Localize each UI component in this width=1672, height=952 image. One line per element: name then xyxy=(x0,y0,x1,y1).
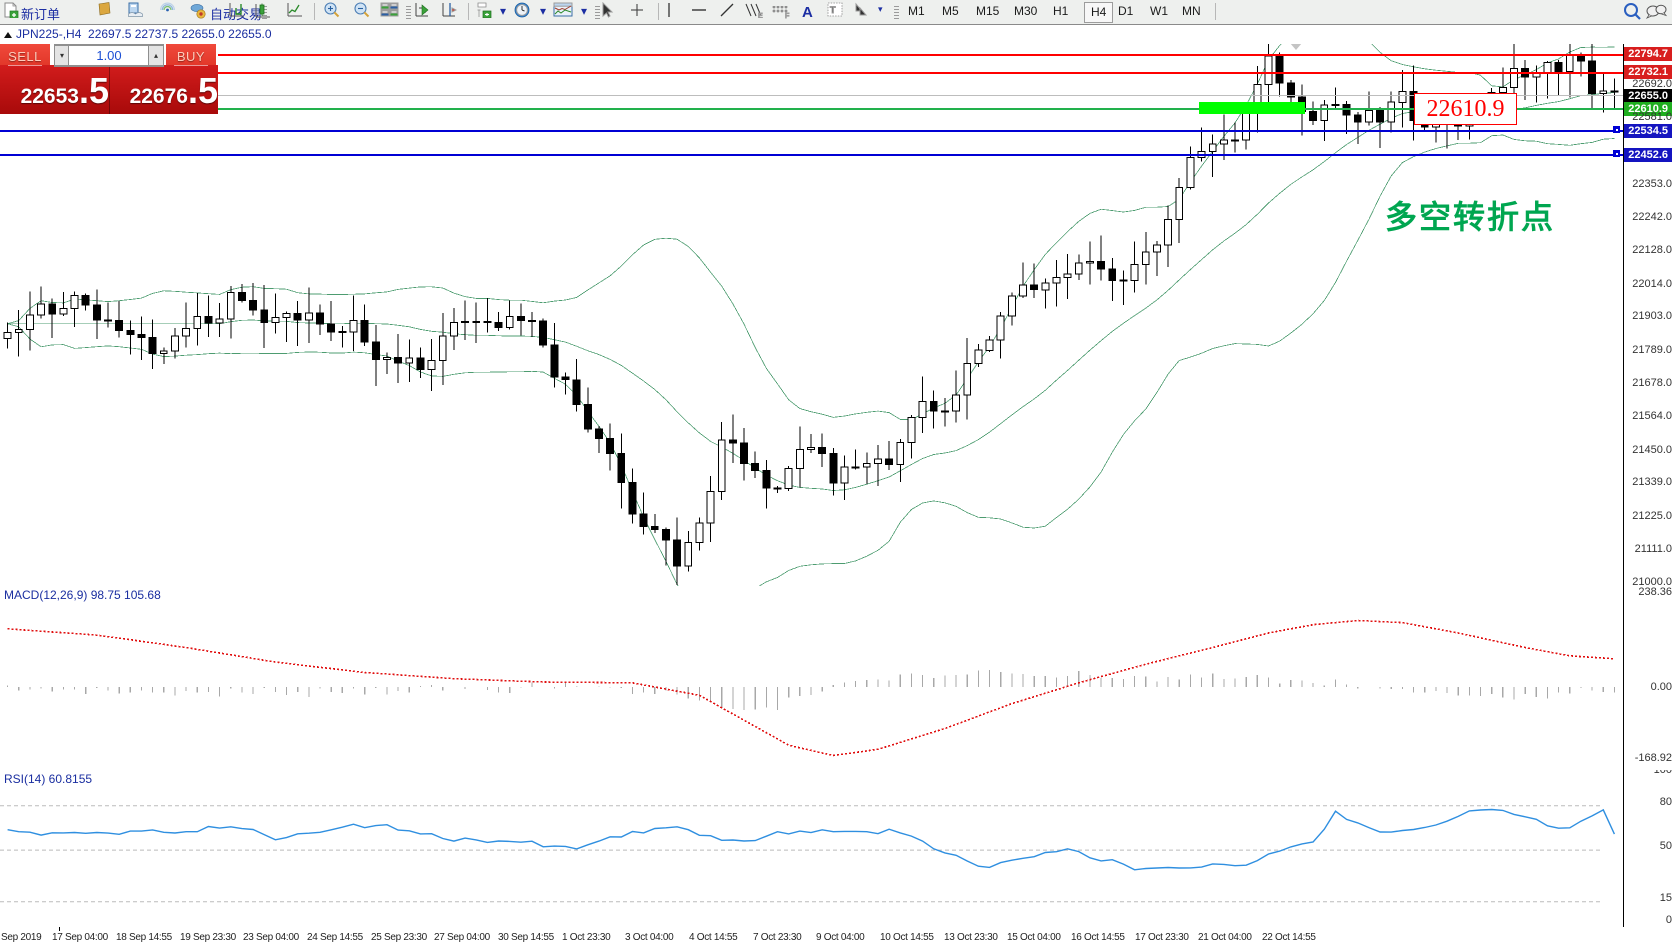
svg-text:E: E xyxy=(758,13,763,18)
svg-text:F: F xyxy=(785,13,789,20)
svg-text:T: T xyxy=(830,5,836,15)
